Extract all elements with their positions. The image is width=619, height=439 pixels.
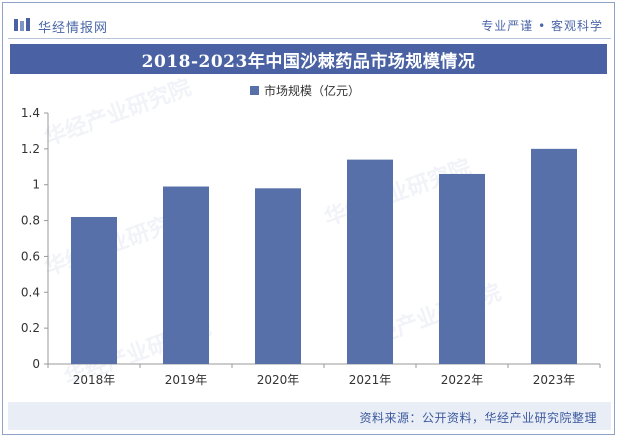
legend-swatch: [250, 86, 259, 95]
bars: [71, 148, 577, 364]
bar-2021年: [347, 159, 393, 364]
y-tick-label: 0: [32, 357, 40, 371]
x-tick-label: 2022年: [441, 373, 484, 387]
y-tick-label: 0.8: [21, 214, 40, 228]
y-tick-label: 0.2: [21, 321, 40, 335]
legend: 市场规模（亿元）: [250, 82, 360, 99]
y-tick-label: 1.2: [21, 142, 40, 156]
header-slogan: 专业严谨 • 客观科学: [481, 19, 603, 33]
x-tick-label: 2020年: [257, 373, 300, 387]
y-tick-label: 1: [32, 178, 40, 192]
logo-icon: [14, 18, 30, 31]
bar-2020年: [255, 188, 301, 364]
x-tick-label: 2021年: [349, 373, 392, 387]
bar-2022年: [439, 173, 485, 364]
x-tick-label: 2018年: [73, 373, 116, 387]
y-tick-label: 1.4: [21, 106, 40, 120]
source-note: 资料来源：公开资料，华经产业研究院整理: [359, 411, 597, 425]
x-axis: 2018年 2019年 2020年 2021年 2022年 2023年: [47, 363, 601, 387]
brand-name: 华经情报网: [38, 21, 109, 36]
bar-2018年: [71, 216, 117, 364]
y-tick-label: 0.4: [21, 285, 40, 299]
y-axis: 0 0.2 0.4 0.6 0.8 1 1.2 1.4: [21, 106, 49, 371]
chart-title: 2018-2023年中国沙棘药品市场规模情况: [141, 51, 476, 72]
footer-bar: [8, 402, 611, 430]
x-tick-label: 2019年: [165, 373, 208, 387]
bar-2023年: [531, 148, 577, 364]
x-tick-label: 2023年: [533, 373, 576, 387]
title-bar: 2018-2023年中国沙棘药品市场规模情况: [10, 44, 607, 74]
header-bar: [8, 12, 611, 39]
y-tick-label: 0.6: [21, 249, 40, 263]
legend-label: 市场规模（亿元）: [264, 84, 361, 98]
bar-2019年: [163, 186, 209, 364]
